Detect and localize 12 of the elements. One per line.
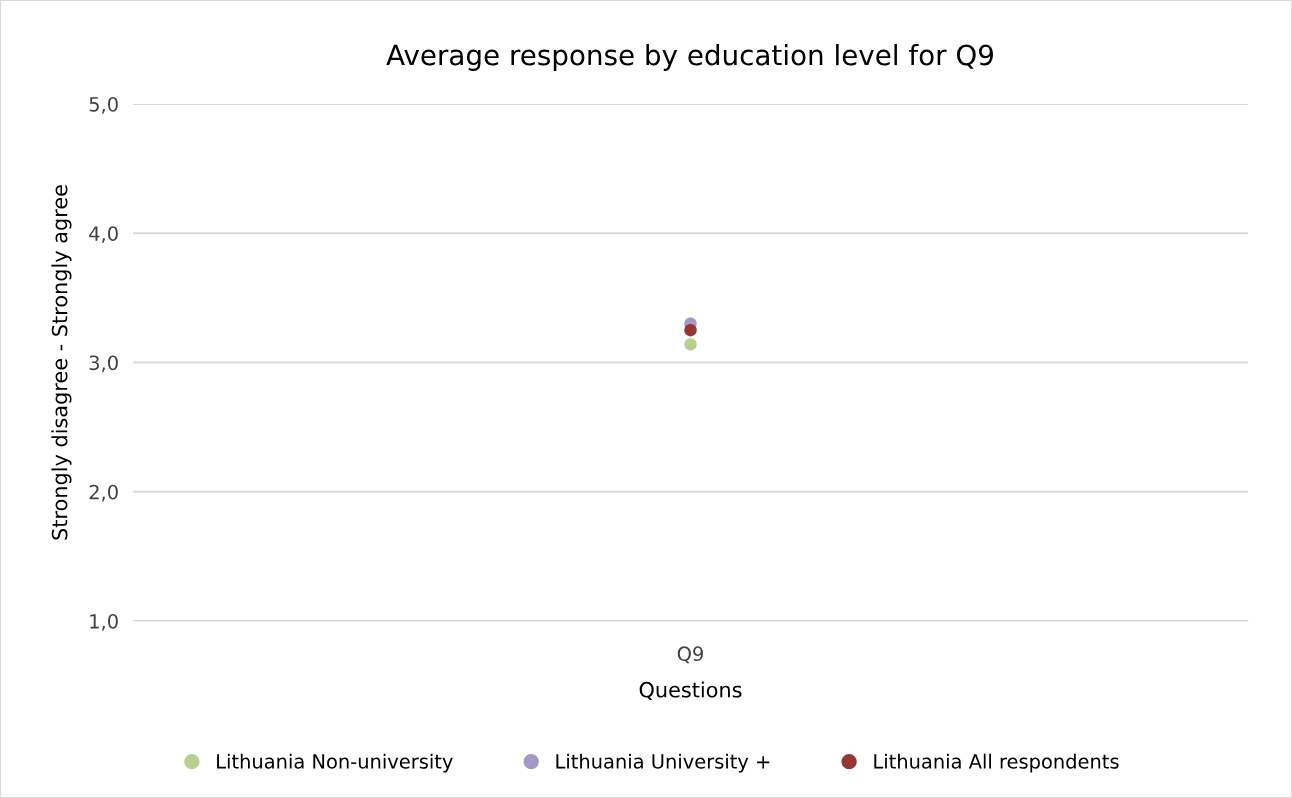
- y-axis-title: Strongly disagree - Strongly agree: [51, 185, 72, 540]
- y-tick-label: 1,0: [90, 613, 118, 631]
- legend-label: Lithuania University +: [556, 753, 770, 773]
- y-tick-label: 4,0: [89, 226, 118, 243]
- y-tick-label: 2,0: [89, 484, 118, 502]
- x-tick-label: Q9: [677, 646, 703, 664]
- y-tick-label: 5,0: [89, 96, 118, 114]
- x-axis-title: Questions: [639, 681, 742, 700]
- chart-title: Average response by education level for Q9: [386, 44, 993, 71]
- legend-label: Lithuania All respondents: [874, 753, 1119, 773]
- legend-label: Lithuania Non-university: [217, 753, 453, 773]
- y-tick-label: 3,0: [89, 355, 118, 373]
